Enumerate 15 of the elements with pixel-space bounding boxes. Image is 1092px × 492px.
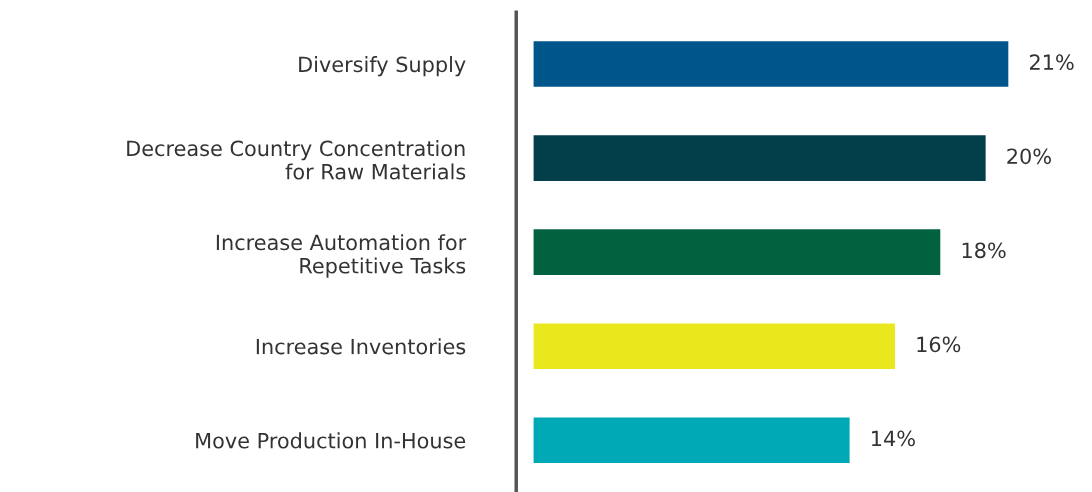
data-label: 20% [1007, 148, 1051, 165]
data-label: 21% [1029, 54, 1074, 71]
y-tick-label: Decrease Country Concentration for Raw Materials [127, 140, 466, 180]
data-label: 16% [917, 336, 961, 353]
data-label: 14% [872, 430, 915, 447]
bar [532, 416, 851, 465]
y-tick-label: Move Production In-House [196, 432, 466, 449]
data-label: 18% [962, 242, 1006, 259]
bar [532, 321, 897, 371]
y-tick-label: Diversify Supply [299, 56, 466, 77]
y-tick-label: Increase Inventories [256, 338, 466, 355]
bar [532, 227, 942, 277]
bar [532, 133, 988, 183]
y-tick-label: Increase Automation for Repetitive Tasks [216, 234, 467, 278]
bar [532, 39, 1010, 89]
